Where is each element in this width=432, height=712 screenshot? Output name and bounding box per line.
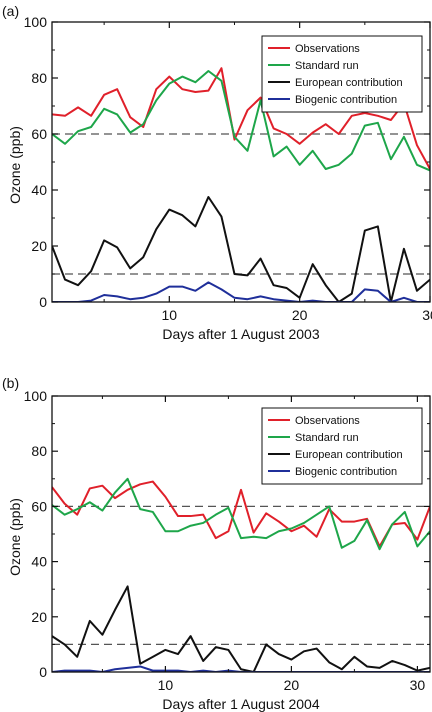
y-tick-label: 20 [31, 609, 47, 625]
legend-label-biogenic-contribution: Biogenic contribution [295, 466, 397, 478]
y-axis-title: Ozone (ppb) [7, 498, 23, 576]
legend-label-biogenic-contribution: Biogenic contribution [295, 94, 397, 106]
series-line-biogenic-contribution [52, 281, 430, 302]
series-line-biogenic-contribution [52, 665, 430, 672]
series-line-observations [52, 480, 430, 548]
x-tick-label: 20 [284, 677, 300, 693]
y-tick-label: 60 [31, 126, 47, 142]
x-tick-label: 10 [158, 677, 174, 693]
legend-label-european-contribution: European contribution [295, 77, 403, 89]
x-tick-label: 20 [292, 307, 308, 323]
y-tick-label: 80 [31, 443, 47, 459]
legend-label-standard-run: Standard run [295, 432, 359, 444]
chart-panel-b: (b) 0 20 40 60 80 100 10 20 30 Days after 1 August… [2, 375, 431, 712]
x-tick-label: 30 [410, 677, 426, 693]
series-line-european-contribution [52, 196, 430, 302]
series-line-observations [52, 67, 430, 170]
y-tick-label: 40 [31, 554, 47, 570]
legend: Observations Standard run European contrib… [261, 35, 423, 113]
panel-label: (b) [2, 375, 19, 391]
legend-label-observations: Observations [295, 415, 360, 427]
y-tick-label: 100 [24, 14, 48, 30]
panel-label: (a) [2, 3, 19, 19]
legend-label-observations: Observations [295, 43, 360, 55]
y-tick-label: 0 [39, 294, 47, 310]
x-axis-title: Days after 1 August 2004 [162, 696, 319, 712]
y-tick-label: 20 [31, 238, 47, 254]
legend-label-european-contribution: European contribution [295, 449, 403, 461]
legend-label-standard-run: Standard run [295, 60, 359, 72]
y-tick-label: 40 [31, 182, 47, 198]
y-tick-label: 80 [31, 70, 47, 86]
series-line-standard-run [52, 70, 430, 172]
y-tick-label: 0 [39, 664, 47, 680]
chart-panel-a: (a) 0 20 40 60 80 100 10 20 30 Days after 1 August… [2, 3, 432, 342]
x-tick-label: 30 [422, 307, 432, 323]
y-axis-title: Ozone (ppb) [7, 126, 23, 204]
y-tick-label: 60 [31, 498, 47, 514]
y-tick-label: 100 [24, 388, 48, 404]
x-tick-label: 10 [162, 307, 178, 323]
series-line-european-contribution [52, 585, 430, 672]
legend: Observations Standard run European contrib… [261, 407, 423, 485]
series-line-standard-run [52, 477, 430, 551]
x-axis-title: Days after 1 August 2003 [162, 326, 319, 342]
